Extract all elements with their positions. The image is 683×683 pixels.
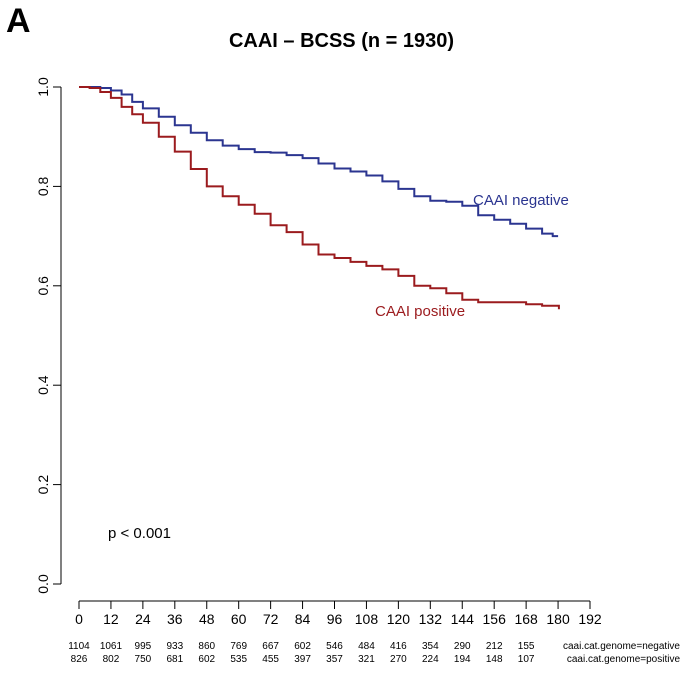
risk-table-cell: 1061 [100, 641, 123, 652]
risk-table-cell: 397 [294, 654, 311, 665]
risk-table-cell: 321 [358, 654, 375, 665]
x-tick-label: 180 [546, 611, 570, 627]
risk-table-cell: 1104 [68, 641, 90, 652]
risk-table-cell: 270 [390, 654, 407, 665]
label-caai-positive: CAAI positive [375, 303, 465, 320]
survival-curves [79, 86, 560, 310]
x-tick-label: 156 [483, 611, 507, 627]
risk-table-cell: 416 [390, 641, 407, 652]
x-tick-label: 192 [578, 611, 602, 627]
x-tick-label: 144 [451, 611, 475, 627]
risk-table-cell: 148 [486, 654, 503, 665]
x-tick-label: 48 [199, 611, 215, 627]
x-tick-label: 96 [327, 611, 343, 627]
x-tick-label: 12 [103, 611, 119, 627]
risk-table-cell: 826 [71, 654, 88, 665]
risk-table-cell: 357 [326, 654, 343, 665]
panel-label: A [6, 2, 31, 40]
x-tick-label: 72 [263, 611, 279, 627]
x-tick-label: 120 [387, 611, 411, 627]
risk-table-cell: 484 [358, 641, 375, 652]
risk-table-cell: 212 [486, 641, 503, 652]
risk-table-cell: 802 [103, 654, 120, 665]
x-tick-label: 60 [231, 611, 247, 627]
risk-table-cell: 354 [422, 641, 439, 652]
risk-table-row-label: caai.cat.genome=positive [567, 654, 681, 665]
risk-table-cell: 155 [518, 641, 535, 652]
x-axis: 0 12 24 36 48 60 72 84 96 108 120 132 144 156 168 180 19… [75, 600, 602, 627]
risk-table-cell: 602 [198, 654, 215, 665]
x-tick-label: 132 [419, 611, 443, 627]
x-tick-label: 0 [75, 611, 83, 627]
risk-table-cell: 681 [166, 654, 183, 665]
p-value-label: p < 0.001 [108, 525, 171, 542]
risk-table-row-label: caai.cat.genome=negative [563, 641, 680, 652]
y-axis: 0.0 0.2 0.4 0.6 0.8 1.0 [35, 77, 62, 594]
risk-table-cell: 602 [294, 641, 311, 652]
x-tick-label: 108 [355, 611, 379, 627]
x-tick-label: 36 [167, 611, 183, 627]
curve-caai-negative [79, 86, 559, 238]
y-tick-label: 0.4 [35, 375, 51, 395]
y-tick-label: 1.0 [35, 77, 51, 97]
curve-caai-positive [79, 86, 560, 310]
risk-table: 1104 1061 995 933 860 769 667 602 546 484 416 354 29… [68, 641, 680, 665]
chart-title: CAAI – BCSS (n = 1930) [228, 30, 455, 52]
risk-table-cell: 750 [135, 654, 152, 665]
risk-table-cell: 860 [198, 641, 215, 652]
risk-table-cell: 995 [135, 641, 152, 652]
y-tick-label: 0.8 [35, 176, 51, 196]
risk-table-cell: 107 [518, 654, 535, 665]
risk-table-cell: 194 [454, 654, 471, 665]
risk-table-cell: 290 [454, 641, 471, 652]
risk-table-cell: 769 [230, 641, 247, 652]
annotations: CAAI negative CAAI positive p < 0.001 [108, 192, 569, 542]
risk-table-cell: 933 [166, 641, 183, 652]
risk-table-cell: 224 [422, 654, 439, 665]
label-caai-negative: CAAI negative [473, 192, 569, 209]
x-tick-label: 168 [514, 611, 538, 627]
risk-table-cell: 667 [262, 641, 279, 652]
risk-table-cell: 455 [262, 654, 279, 665]
risk-table-cell: 546 [326, 641, 343, 652]
x-tick-label: 84 [295, 611, 311, 627]
y-tick-label: 0.0 [35, 574, 51, 594]
x-tick-label: 24 [135, 611, 151, 627]
risk-table-cell: 535 [230, 654, 247, 665]
y-tick-label: 0.6 [35, 276, 51, 296]
y-tick-label: 0.2 [35, 475, 51, 495]
